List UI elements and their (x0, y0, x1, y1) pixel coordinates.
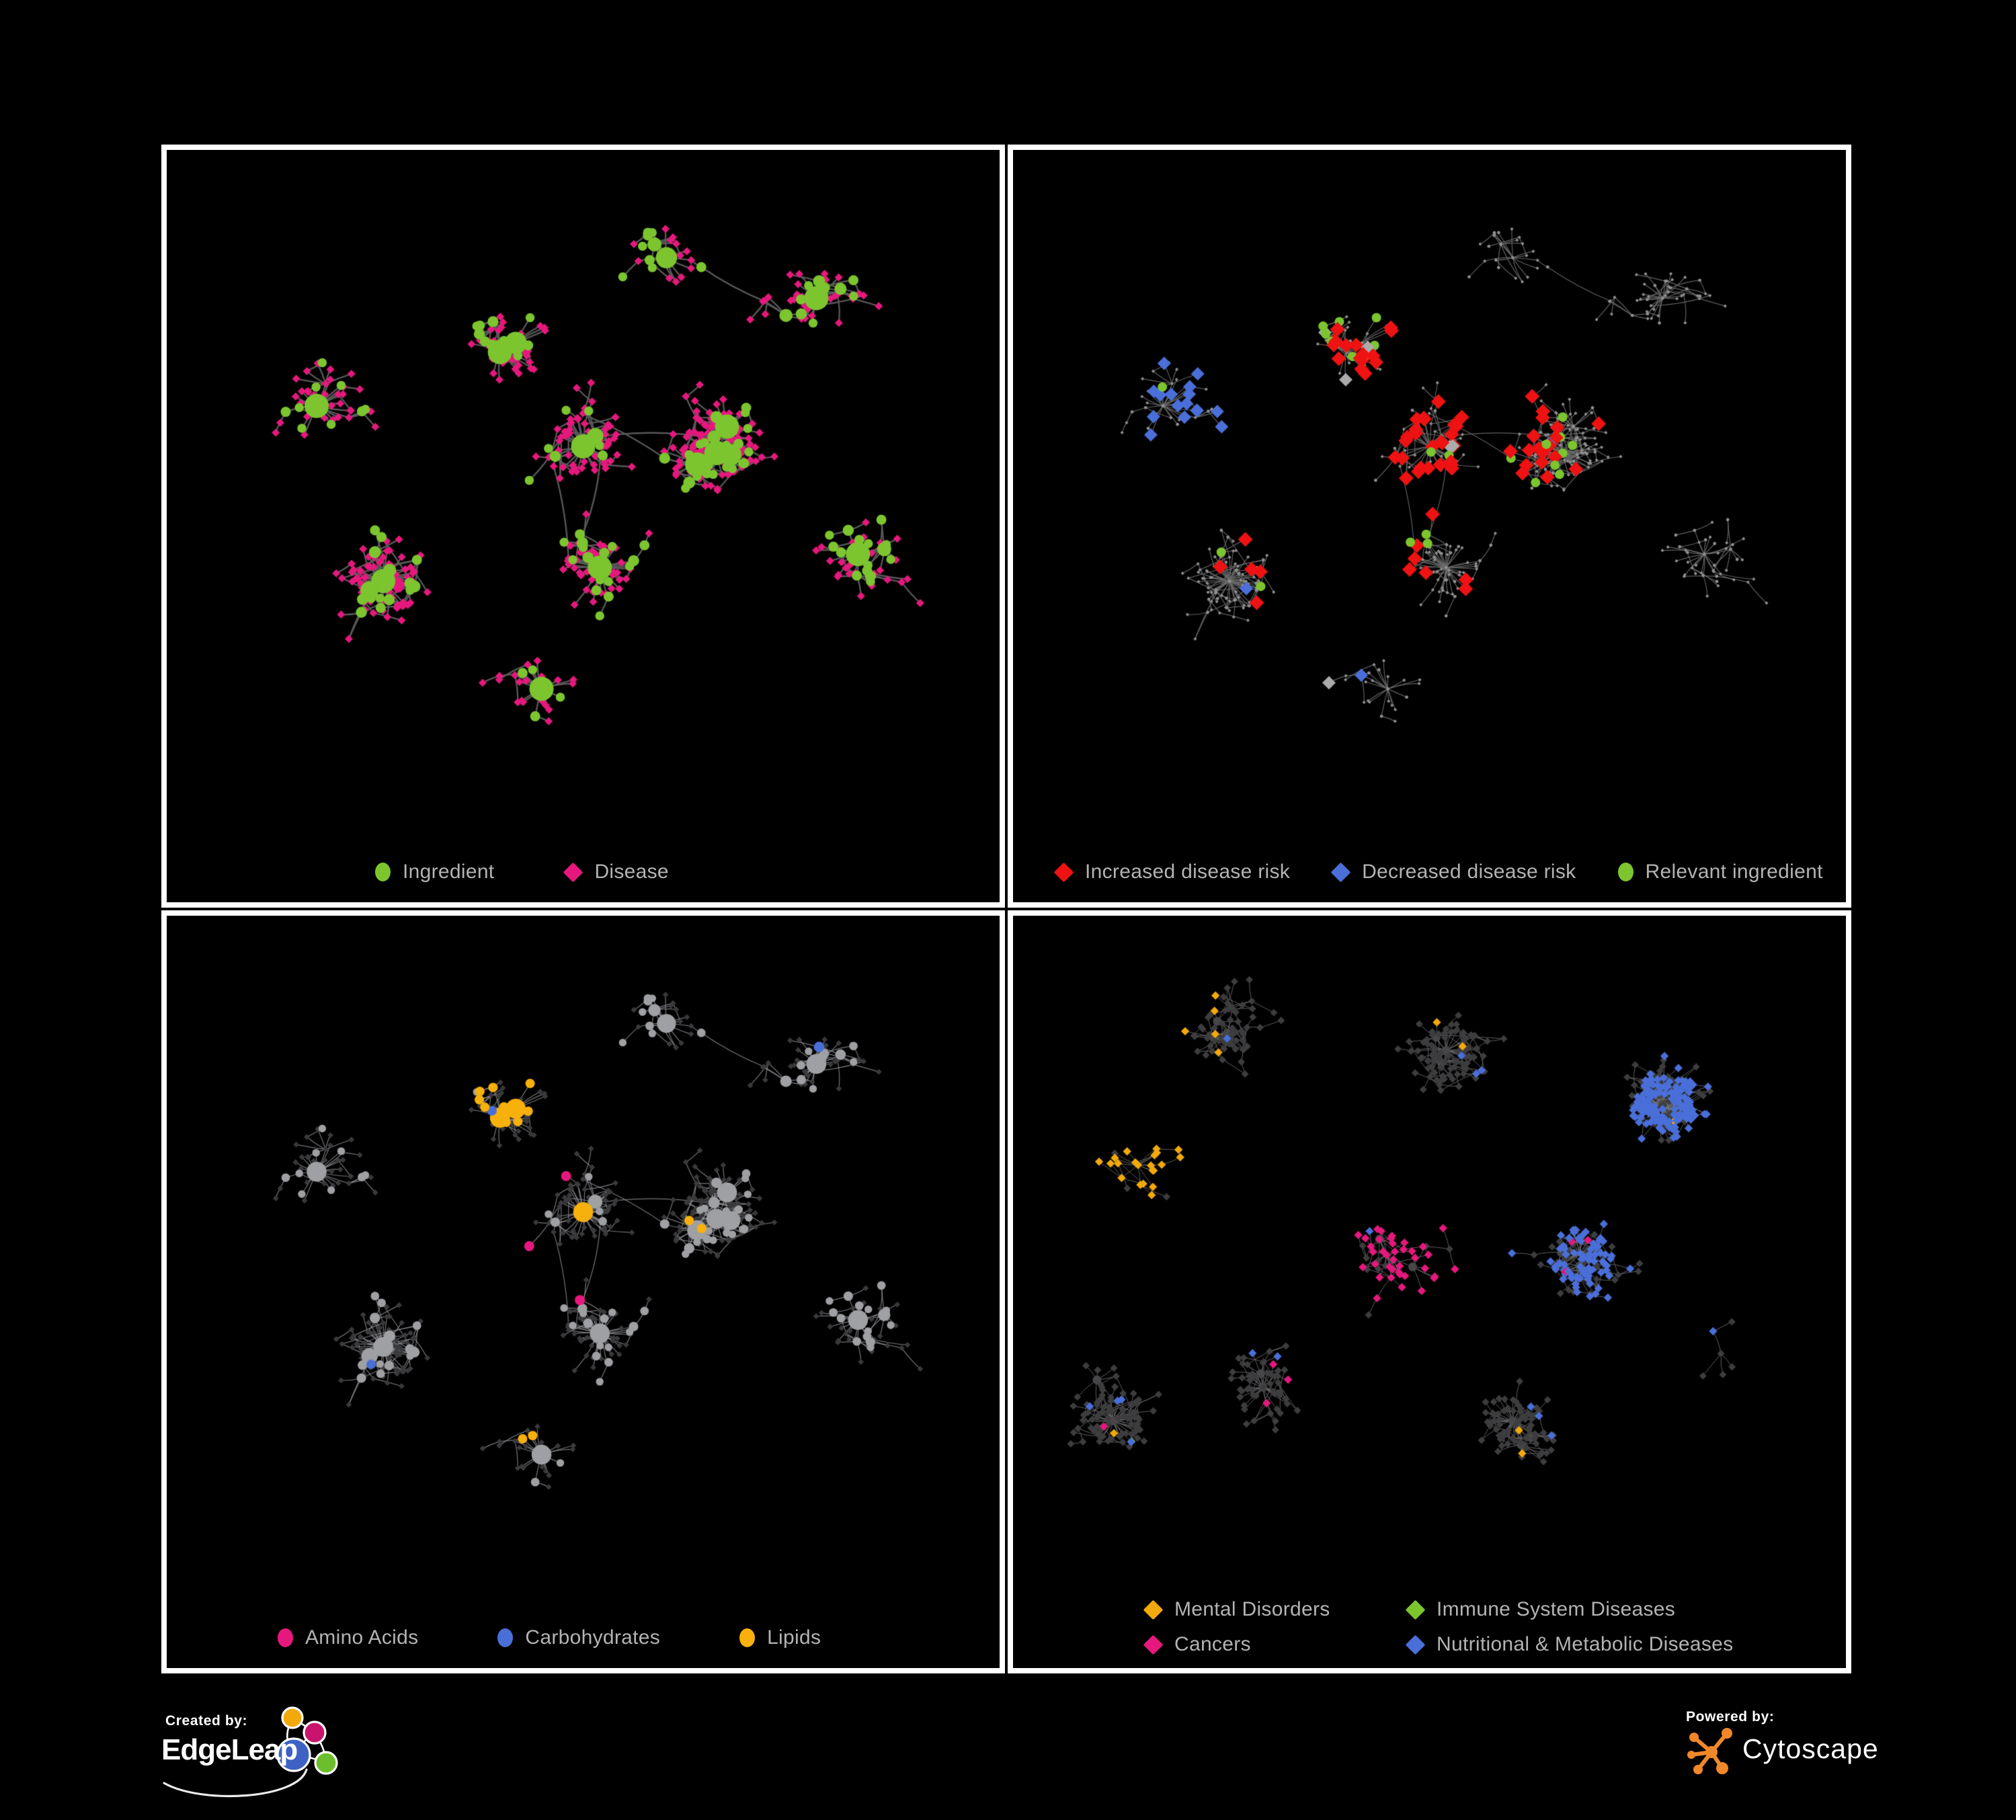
legend-item: Carbohydrates (497, 1626, 660, 1649)
legend-disease-classes: Mental Disorders Immune System Diseases … (1143, 1598, 1734, 1656)
edgeleap-wordmark: EdgeLeap (161, 1733, 298, 1766)
legend-label: Relevant ingredient (1645, 861, 1823, 883)
decreased-risk-swatch-icon (1330, 862, 1351, 882)
legend-item: Cancers (1143, 1633, 1406, 1656)
cancers-swatch-icon (1143, 1634, 1164, 1655)
edgeleap-logo-icon (163, 1706, 338, 1797)
immune-system-diseases-swatch-icon (1405, 1599, 1426, 1620)
panel-compound-classes: Amino Acids Carbohydrates Lipids (161, 910, 1005, 1673)
legend-item: Ingredient (375, 861, 494, 883)
panel-disease-classes: Mental Disorders Immune System Diseases … (1008, 910, 1851, 1673)
legend-item: Amino Acids (278, 1626, 418, 1649)
legend-label: Immune System Diseases (1437, 1598, 1676, 1620)
legend-item: Increased disease risk (1053, 861, 1291, 883)
mental-disorders-swatch-icon (1143, 1599, 1164, 1620)
legend-label: Carbohydrates (525, 1626, 661, 1649)
lipids-swatch-icon (739, 1628, 756, 1647)
carbohydrates-swatch-icon (497, 1628, 514, 1647)
legend-label: Amino Acids (305, 1626, 419, 1649)
ingredient-swatch-icon (375, 863, 391, 881)
legend-disease-risk: Increased disease risk Decreased disease… (1053, 861, 1823, 883)
legend-ingredient-disease: Ingredient Disease (375, 861, 669, 883)
legend-label: Mental Disorders (1174, 1598, 1330, 1620)
cytoscape-logo-icon (1687, 1728, 1732, 1774)
powered-by-label: Powered by: (1686, 1709, 1775, 1725)
legend-label: Disease (594, 861, 669, 883)
legend-label: Decreased disease risk (1362, 861, 1576, 883)
legend-item: Lipids (739, 1626, 821, 1649)
panel-disease-risk: Increased disease risk Decreased disease… (1008, 145, 1851, 908)
legend-label: Lipids (767, 1626, 821, 1649)
legend-label: Nutritional & Metabolic Diseases (1437, 1633, 1734, 1655)
legend-item: Immune System Diseases (1405, 1598, 1733, 1621)
increased-risk-swatch-icon (1053, 862, 1074, 882)
created-by-label: Created by: (165, 1713, 248, 1729)
relevant-ingredient-swatch-icon (1617, 863, 1634, 881)
disease-swatch-icon (563, 862, 583, 882)
network-canvas-disease-classes (1013, 916, 1846, 1589)
cytoscape-wordmark: Cytoscape (1742, 1733, 1879, 1764)
legend-label: Cancers (1174, 1633, 1251, 1655)
legend-item: Decreased disease risk (1330, 861, 1576, 883)
legend-item: Mental Disorders (1143, 1598, 1406, 1621)
legend-compound-classes: Amino Acids Carbohydrates Lipids (278, 1626, 821, 1649)
legend-item: Disease (563, 861, 669, 883)
network-canvas-disease-risk (1013, 150, 1846, 824)
network-canvas-compound-classes (167, 916, 1000, 1589)
legend-label: Increased disease risk (1085, 861, 1291, 883)
legend-item: Relevant ingredient (1617, 861, 1823, 883)
panel-ingredient-disease: Ingredient Disease (161, 145, 1005, 908)
legend-label: Ingredient (403, 861, 495, 883)
amino-acids-swatch-icon (278, 1628, 293, 1647)
nutritional-metabolic-diseases-swatch-icon (1405, 1634, 1426, 1655)
legend-item: Nutritional & Metabolic Diseases (1405, 1633, 1734, 1656)
network-canvas-ingredient-disease (167, 150, 1000, 824)
